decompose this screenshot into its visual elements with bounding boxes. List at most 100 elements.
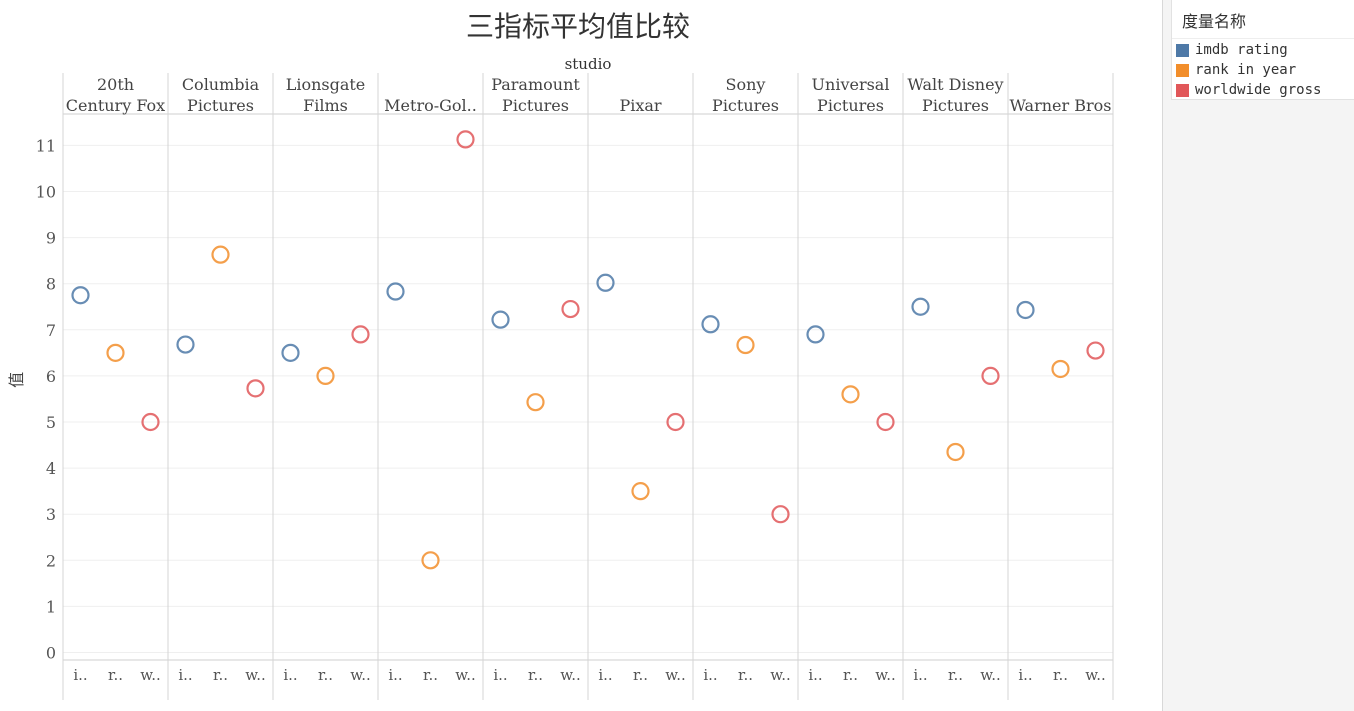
- point-0-0: [71, 286, 90, 305]
- x-tick-label-0-0: i..: [73, 666, 87, 684]
- x-tick-label-0-1: r..: [108, 666, 123, 684]
- studio-header-7-line-0: Universal: [812, 75, 890, 94]
- x-tick-label-7-2: w..: [875, 666, 896, 684]
- legend-divider: [1172, 38, 1354, 39]
- legend-label-2: worldwide gross: [1195, 82, 1322, 98]
- x-tick-label-8-2: w..: [980, 666, 1001, 684]
- point-2-4: [561, 299, 580, 319]
- studio-header-6-line-0: Sony: [726, 75, 766, 94]
- studio-header-9-line-0: Warner Bros: [1010, 96, 1112, 115]
- x-tick-label-2-2: w..: [350, 666, 371, 684]
- legend-label-0: imdb rating: [1195, 42, 1288, 58]
- point-1-2: [316, 366, 335, 385]
- studio-header-8-line-1: Pictures: [922, 96, 989, 115]
- legend-item-2[interactable]: worldwide gross: [1176, 80, 1321, 100]
- y-tick-label-0: 0: [46, 644, 56, 663]
- x-tick-label-3-0: i..: [388, 666, 402, 684]
- point-1-5: [631, 482, 650, 501]
- x-tick-label-3-2: w..: [455, 666, 476, 684]
- x-tick-label-5-1: r..: [633, 666, 648, 684]
- point-2-5: [666, 412, 685, 432]
- point-0-5: [596, 273, 615, 292]
- x-tick-label-5-0: i..: [598, 666, 612, 684]
- x-tick-label-6-0: i..: [703, 666, 717, 684]
- studio-header-1-line-1: Pictures: [187, 96, 254, 115]
- x-tick-label-0-2: w..: [140, 666, 161, 684]
- legend-swatch-2: [1176, 83, 1189, 97]
- point-1-8: [946, 442, 965, 462]
- studio-header-2-line-1: Films: [303, 96, 348, 115]
- x-tick-label-5-2: w..: [665, 666, 686, 684]
- legend-item-0[interactable]: imdb rating: [1176, 40, 1321, 60]
- point-1-4: [526, 393, 545, 412]
- legend: 度量名称 imdb rating rank in year worldwide gr…: [1171, 0, 1354, 100]
- point-2-0: [141, 412, 160, 432]
- x-tick-label-6-2: w..: [770, 666, 791, 684]
- point-2-1: [246, 379, 265, 398]
- point-1-9: [1051, 359, 1070, 379]
- y-tick-label-6: 6: [46, 367, 56, 386]
- y-axis-label: 值: [7, 372, 26, 388]
- x-tick-label-8-1: r..: [948, 666, 963, 684]
- point-1-7: [841, 385, 860, 404]
- point-0-7: [806, 325, 825, 344]
- y-tick-label-5: 5: [46, 413, 56, 432]
- chart-title: 三指标平均值比较: [466, 10, 690, 43]
- y-tick-label-11: 11: [36, 136, 56, 155]
- y-tick-label-3: 3: [46, 505, 56, 524]
- column-header-label: studio: [565, 55, 612, 73]
- studio-header-8-line-0: Walt Disney: [907, 75, 1003, 94]
- legend-swatch-1: [1176, 63, 1189, 77]
- legend-title: 度量名称: [1182, 12, 1247, 31]
- point-1-3: [421, 551, 440, 570]
- chart: 三指标平均值比较 studio 20th Century Fox Columbia Pic…: [7, 10, 1114, 700]
- y-tick-label-4: 4: [46, 459, 56, 478]
- point-2-7: [876, 412, 895, 432]
- x-tick-label-9-0: i..: [1018, 666, 1032, 684]
- point-2-6: [771, 505, 790, 524]
- y-tick-label-2: 2: [46, 551, 56, 570]
- studio-header-0-line-1: Century Fox: [66, 96, 165, 115]
- x-tick-label-4-0: i..: [493, 666, 507, 684]
- x-tick-label-4-1: r..: [528, 666, 543, 684]
- x-tick-label-9-2: w..: [1085, 666, 1106, 684]
- y-tick-label-1: 1: [46, 597, 56, 616]
- studio-header-4-line-0: Paramount: [491, 75, 580, 94]
- x-tick-label-1-2: w..: [245, 666, 266, 684]
- studio-header-2-line-0: Lionsgate: [286, 75, 366, 94]
- point-0-6: [701, 315, 720, 334]
- x-tick-label-2-1: r..: [318, 666, 333, 684]
- point-2-3: [456, 130, 475, 149]
- x-tick-label-4-2: w..: [560, 666, 581, 684]
- x-tick-label-7-0: i..: [808, 666, 822, 684]
- studio-header-7-line-1: Pictures: [817, 96, 884, 115]
- x-tick-label-9-1: r..: [1053, 666, 1068, 684]
- legend-swatch-0: [1176, 43, 1189, 57]
- x-tick-label-7-1: r..: [843, 666, 858, 684]
- point-2-9: [1086, 341, 1105, 360]
- x-tick-label-1-1: r..: [213, 666, 228, 684]
- legend-item-1[interactable]: rank in year: [1176, 60, 1321, 80]
- point-1-0: [106, 343, 125, 362]
- studio-header-0-line-0: 20th: [97, 75, 134, 94]
- y-tick-label-10: 10: [36, 183, 56, 202]
- studio-header-1-line-0: Columbia: [182, 75, 260, 94]
- point-0-9: [1016, 300, 1035, 320]
- x-tick-label-8-0: i..: [913, 666, 927, 684]
- studio-header-4-line-1: Pictures: [502, 96, 569, 115]
- legend-panel: 度量名称 imdb rating rank in year worldwide gr…: [1162, 0, 1354, 711]
- studio-header-3-line-0: Metro-Gol..: [384, 96, 477, 115]
- x-tick-label-6-1: r..: [738, 666, 753, 684]
- point-1-6: [736, 335, 755, 355]
- x-tick-label-2-0: i..: [283, 666, 297, 684]
- legend-items: imdb rating rank in year worldwide gross: [1176, 40, 1321, 100]
- point-0-2: [281, 343, 300, 362]
- studio-header-6-line-1: Pictures: [712, 96, 779, 115]
- point-1-1: [211, 245, 230, 264]
- point-0-8: [911, 297, 930, 316]
- x-tick-label-3-1: r..: [423, 666, 438, 684]
- point-2-2: [351, 325, 370, 344]
- studio-header-5-line-0: Pixar: [619, 96, 661, 115]
- point-0-3: [386, 282, 405, 301]
- point-2-8: [981, 366, 1000, 385]
